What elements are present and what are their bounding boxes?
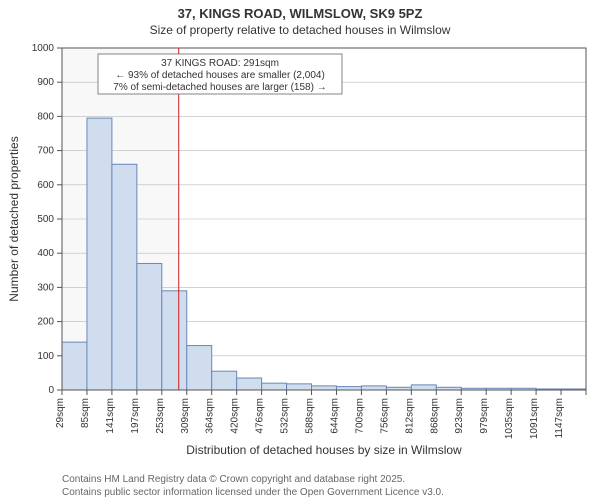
x-tick-label: 923sqm xyxy=(454,398,465,434)
footer-line1: Contains HM Land Registry data © Crown c… xyxy=(62,474,405,485)
x-tick-label: 253sqm xyxy=(155,398,166,434)
histogram-bar xyxy=(112,164,137,390)
footer-line2: Contains public sector information licen… xyxy=(62,487,444,498)
y-tick-label: 0 xyxy=(48,385,54,396)
x-tick-label: 588sqm xyxy=(305,398,316,434)
histogram-bar xyxy=(237,378,262,390)
y-tick-label: 900 xyxy=(37,77,54,88)
y-tick-label: 500 xyxy=(37,214,54,225)
x-tick-label: 29sqm xyxy=(55,398,66,428)
y-axis-label: Number of detached properties xyxy=(7,136,21,301)
x-tick-label: 85sqm xyxy=(80,398,91,428)
x-tick-label: 141sqm xyxy=(105,398,116,434)
x-tick-label: 644sqm xyxy=(329,398,340,434)
x-tick-label: 1035sqm xyxy=(504,398,515,439)
x-tick-label: 868sqm xyxy=(429,398,440,434)
x-tick-label: 979sqm xyxy=(479,398,490,434)
x-tick-label: 309sqm xyxy=(180,398,191,434)
annotation-line1: 37 KINGS ROAD: 291sqm xyxy=(161,58,279,69)
histogram-bar xyxy=(187,346,212,390)
chart-container: 0 100 200 300 400 500 600 700 800 900 1000 29sqm 85s… xyxy=(0,0,600,500)
x-tick-label: 756sqm xyxy=(379,398,390,434)
y-tick-label: 700 xyxy=(37,146,54,157)
x-tick-label: 420sqm xyxy=(230,398,241,434)
histogram-bar xyxy=(262,383,287,390)
x-tick-label: 1091sqm xyxy=(529,398,540,439)
y-tick-label: 600 xyxy=(37,180,54,191)
x-tick-label: 812sqm xyxy=(404,398,415,434)
histogram-bar xyxy=(137,263,162,390)
x-tick-label: 197sqm xyxy=(130,398,141,434)
histogram-bar xyxy=(62,342,87,390)
chart-subtitle: Size of property relative to detached ho… xyxy=(150,23,451,37)
y-tick-label: 400 xyxy=(37,248,54,259)
chart-svg: 0 100 200 300 400 500 600 700 800 900 1000 29sqm 85s… xyxy=(0,0,600,500)
histogram-bar xyxy=(287,384,312,390)
y-tick-label: 100 xyxy=(37,351,54,362)
x-tick-label: 476sqm xyxy=(255,398,266,434)
x-tick-label: 364sqm xyxy=(205,398,216,434)
x-tick-label: 700sqm xyxy=(354,398,365,434)
y-tick-label: 1000 xyxy=(32,43,55,54)
histogram-bar xyxy=(336,387,361,390)
annotation-line3: 7% of semi-detached houses are larger (1… xyxy=(113,82,326,93)
x-tick-label: 532sqm xyxy=(280,398,291,434)
histogram-bar xyxy=(162,291,187,390)
histogram-bar xyxy=(87,118,112,390)
histogram-bar xyxy=(212,371,237,390)
annotation-line2: ← 93% of detached houses are smaller (2,… xyxy=(115,70,325,81)
x-tick-label: 1147sqm xyxy=(554,398,565,438)
chart-title: 37, KINGS ROAD, WILMSLOW, SK9 5PZ xyxy=(178,6,423,21)
x-axis-label: Distribution of detached houses by size … xyxy=(186,443,462,457)
y-tick-label: 200 xyxy=(37,317,54,328)
y-tick-label: 300 xyxy=(37,282,54,293)
histogram-bar xyxy=(411,385,436,390)
histogram-bar xyxy=(312,386,337,390)
y-tick-label: 800 xyxy=(37,111,54,122)
histogram-bar xyxy=(361,386,386,390)
